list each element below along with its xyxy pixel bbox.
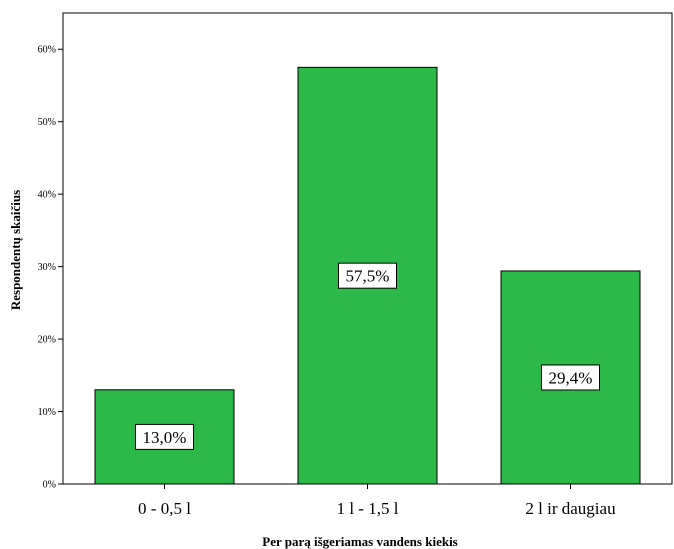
data-label: 57,5% xyxy=(346,267,390,286)
y-tick-label: 40% xyxy=(38,190,56,201)
x-tick-label: 1 l - 1,5 l xyxy=(337,499,399,518)
y-tick-label: 60% xyxy=(38,45,56,56)
y-tick-label: 50% xyxy=(38,117,56,128)
y-axis-title: Respondentų skaičius xyxy=(8,190,23,310)
y-tick-label: 30% xyxy=(38,262,56,273)
y-tick-label: 10% xyxy=(38,407,56,418)
y-tick-label: 20% xyxy=(38,335,56,346)
x-tick-label: 2 l ir daugiau xyxy=(525,499,616,518)
data-label-box xyxy=(541,364,600,391)
x-tick-label: 0 - 0,5 l xyxy=(138,499,191,518)
x-axis-title: Per parą išgeriamas vandens kiekis xyxy=(262,534,458,549)
data-label-box xyxy=(135,423,194,450)
data-label: 29,4% xyxy=(549,368,593,387)
data-label-box xyxy=(338,262,397,289)
y-tick-label: 0% xyxy=(43,480,56,491)
plot-area: 0% 10% 20% 30% 40% 50% 60% 0 - 0,5 l 13,0% 1 l - … xyxy=(38,12,673,518)
data-label: 13,0% xyxy=(143,428,187,447)
